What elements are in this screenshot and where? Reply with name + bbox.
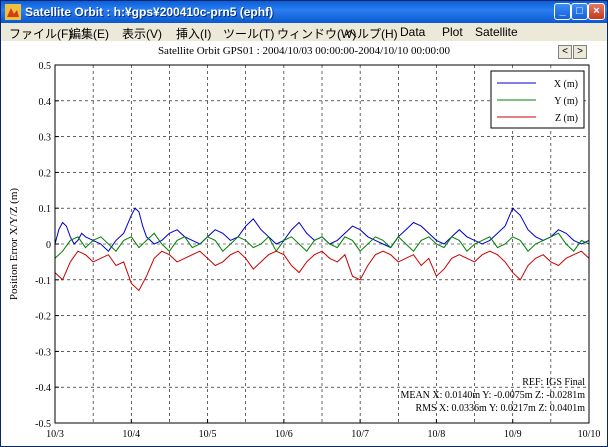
menu-tools[interactable]: ツール(T): [223, 27, 275, 41]
position-error-chart: -0.5 -0.4 -0.3 -0.2 -0.1 0 0.1 0.2 0.3 0.4 0.5 10/3…: [8, 61, 600, 440]
x-tick-label: 10/5: [199, 429, 217, 440]
y-tick-label: -0.2: [35, 312, 51, 323]
legend: X (m) Y (m) Z (m): [490, 70, 585, 129]
menu-data[interactable]: Data: [400, 25, 426, 39]
x-tick-label: 10/3: [46, 429, 64, 440]
next-button[interactable]: >: [573, 45, 587, 59]
y-tick-label: -0.1: [35, 276, 51, 287]
menu-satellite[interactable]: Satellite: [475, 25, 518, 39]
series-layer: [54, 207, 590, 292]
close-button[interactable]: ×: [588, 3, 605, 20]
minimize-button[interactable]: _: [554, 3, 571, 20]
legend-entry: Z (m): [555, 113, 578, 124]
stats-annotation: MEAN X: 0.0140m Y: -0.0075m Z: -0.0281m: [400, 390, 585, 401]
x-tick-label: 10/4: [122, 429, 140, 440]
x-tick-label: 10/10: [578, 429, 601, 440]
plot-title: Satellite Orbit GPS01 : 2004/10/03 00:00…: [157, 45, 451, 57]
menu-bar: ファイル(F) 編集(E) 表示(V) 挿入(I) ツール(T) ウィンドウ(W…: [1, 23, 607, 41]
y-tick-label: 0.1: [39, 204, 52, 215]
ticks-layer: -0.5 -0.4 -0.3 -0.2 -0.1 0 0.1 0.2 0.3 0.4 0.5 10/3…: [35, 61, 600, 440]
matlab-logo-icon: [5, 4, 21, 20]
menu-help[interactable]: ヘルプ(H): [345, 27, 398, 41]
title-bar[interactable]: Satellite Orbit : h:¥gps¥200410c-prn5 (e…: [1, 1, 607, 23]
menu-edit[interactable]: 編集(E): [69, 27, 109, 41]
y-tick-label: -0.4: [35, 383, 51, 394]
menu-insert[interactable]: 挿入(I): [176, 27, 212, 41]
prev-button[interactable]: <: [558, 45, 572, 59]
y-tick-label: -0.5: [35, 419, 51, 430]
menu-window[interactable]: ウィンドウ(W): [277, 27, 357, 41]
legend-entry: Y (m): [554, 96, 578, 107]
series-line-z: [54, 250, 590, 292]
y-tick-label: 0.2: [39, 168, 52, 179]
stats-annotation: RMS X: 0.0336m Y: 0.0217m Z: 0.0401m: [415, 403, 585, 414]
x-tick-label: 10/9: [504, 429, 522, 440]
x-tick-label: 10/7: [351, 429, 369, 440]
y-tick-label: 0: [46, 240, 51, 251]
y-tick-label: 0.5: [39, 61, 52, 72]
menu-file[interactable]: ファイル(F): [9, 27, 73, 41]
stats-annotation: REF: IGS Final: [522, 377, 585, 388]
x-tick-label: 10/6: [275, 429, 293, 440]
series-line-y: [54, 232, 590, 259]
annotations: REF: IGS Final MEAN X: 0.0140m Y: -0.0075…: [400, 377, 585, 414]
menu-view[interactable]: 表示(V): [122, 27, 162, 41]
series-line-x: [54, 207, 590, 252]
y-tick-label: -0.3: [35, 347, 51, 358]
menu-plot[interactable]: Plot: [442, 25, 463, 39]
y-tick-label: 0.4: [39, 97, 52, 108]
legend-entry: X (m): [554, 79, 578, 90]
maximize-button[interactable]: □: [571, 3, 588, 20]
y-axis-label: Position Error X/Y/Z (m): [8, 188, 20, 300]
window-title: Satellite Orbit : h:¥gps¥200410c-prn5 (e…: [25, 5, 274, 19]
y-tick-label: 0.3: [39, 133, 52, 144]
x-tick-label: 10/8: [428, 429, 446, 440]
